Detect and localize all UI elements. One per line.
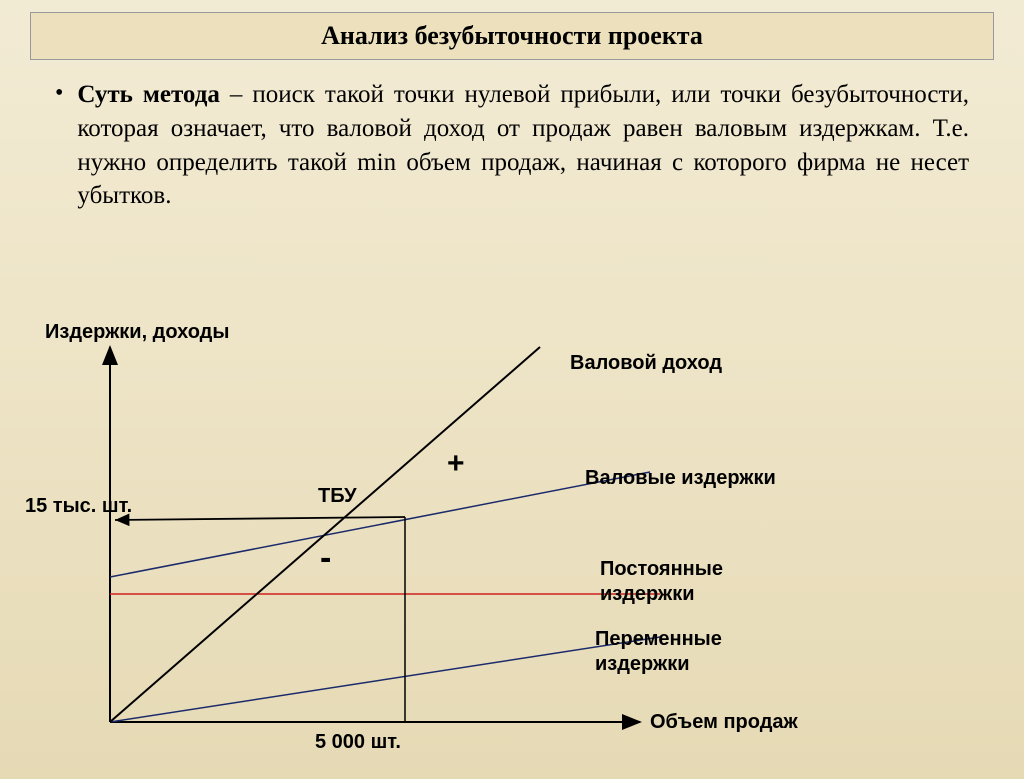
content-block: • Суть метода – поиск такой точки нулево…	[0, 60, 1024, 213]
plus-symbol: +	[447, 447, 465, 481]
variable-costs-label: Переменные издержки	[595, 627, 785, 677]
gross-income-label: Валовой доход	[570, 352, 722, 375]
fixed-costs-label: Постоянные издержки	[600, 557, 790, 607]
chart-svg	[40, 327, 980, 757]
breakeven-chart: Издержки, доходы Объем продаж 15 тыс. шт…	[40, 327, 980, 757]
y-axis-title: Издержки, доходы	[45, 321, 229, 344]
gross-costs-label: Валовые издержки	[585, 467, 776, 490]
title-bar: Анализ безубыточности проекта	[30, 12, 994, 60]
bullet-icon: •	[55, 78, 63, 109]
breakeven-label: ТБУ	[318, 485, 357, 508]
body-lead: Суть метода	[77, 81, 219, 108]
x-marker-label: 5 000 шт.	[315, 731, 401, 754]
page-title: Анализ безубыточности проекта	[321, 21, 703, 50]
y-marker-label: 15 тыс. шт.	[25, 495, 132, 518]
breakeven-drop-y	[115, 517, 405, 520]
minus-symbol: -	[320, 539, 331, 578]
x-axis-title: Объем продаж	[650, 711, 798, 734]
body-paragraph: Суть метода – поиск такой точки нулевой …	[77, 78, 969, 213]
